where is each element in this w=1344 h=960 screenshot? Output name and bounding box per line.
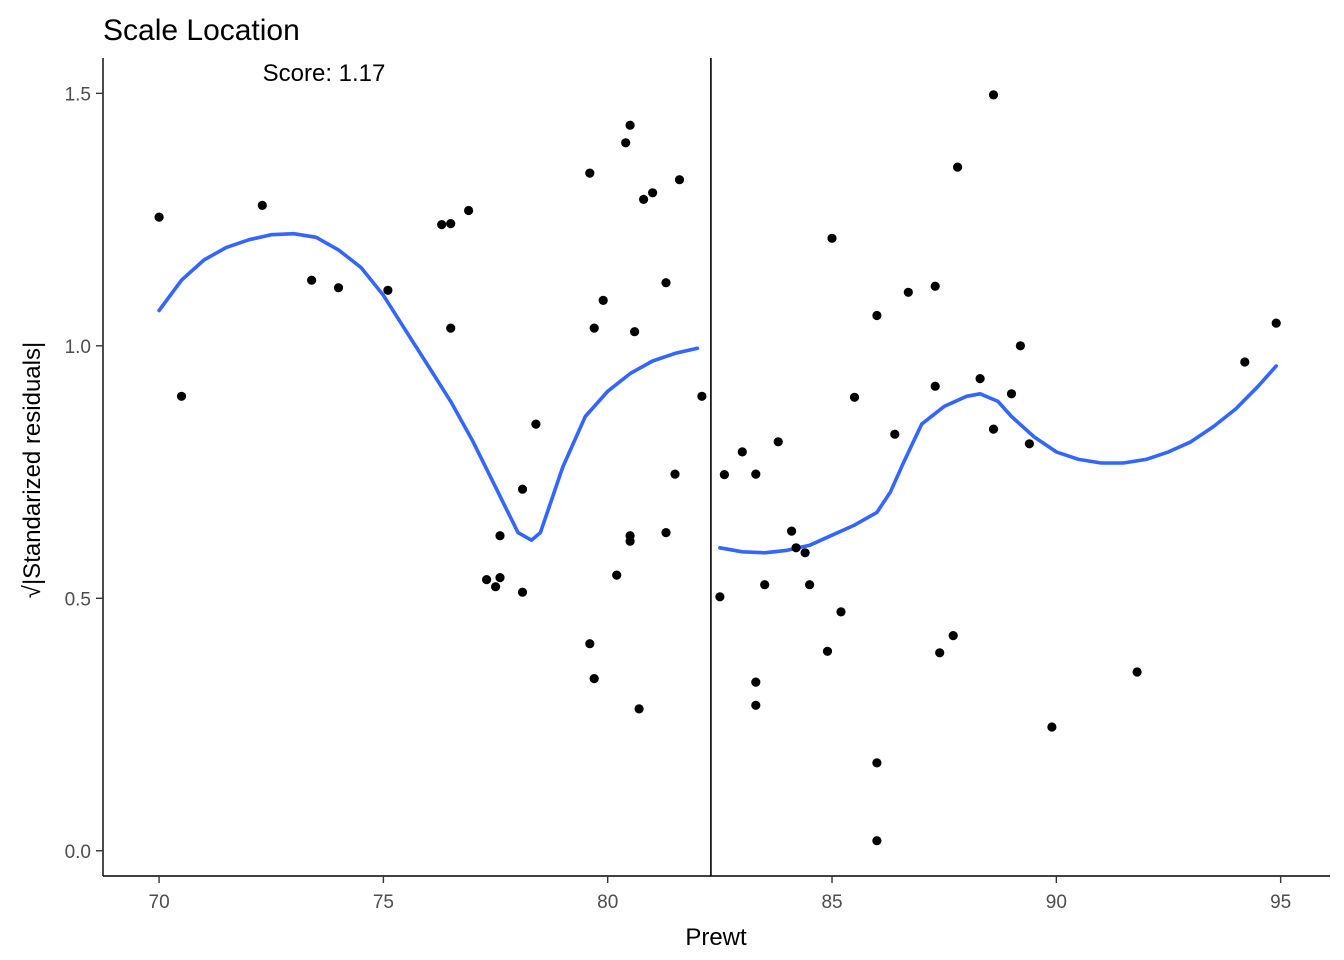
smooth-line-2 <box>718 364 1278 555</box>
y-axis-title: √|Standarized residuals| <box>19 342 46 598</box>
data-point <box>800 548 810 558</box>
x-tick-label: 85 <box>821 892 842 913</box>
plot-marks <box>154 58 1281 876</box>
data-point <box>661 278 671 288</box>
data-point <box>491 582 501 592</box>
x-tick-label: 75 <box>373 892 394 913</box>
data-point <box>872 758 882 768</box>
data-point <box>257 200 267 210</box>
data-point <box>495 531 505 541</box>
data-point <box>935 648 945 658</box>
data-point <box>585 639 595 649</box>
data-point <box>531 419 541 429</box>
data-point <box>585 168 595 178</box>
data-point <box>751 469 761 479</box>
y-tick-label: 0.5 <box>65 589 91 610</box>
data-point <box>872 836 882 846</box>
x-tick-label: 95 <box>1270 892 1291 913</box>
data-point <box>697 391 707 401</box>
data-point <box>639 194 649 204</box>
data-point <box>872 310 882 321</box>
data-point <box>661 528 671 538</box>
data-point <box>822 646 833 656</box>
data-point <box>791 543 801 553</box>
data-point <box>849 392 860 402</box>
data-point <box>674 175 685 185</box>
data-point <box>805 580 815 590</box>
data-point <box>621 138 631 148</box>
y-tick-label: 0.0 <box>65 842 91 863</box>
data-point <box>827 233 837 243</box>
y-tick-label: 1.5 <box>65 84 91 105</box>
data-point <box>648 188 658 198</box>
data-point <box>307 275 317 285</box>
data-point <box>517 587 528 597</box>
data-point <box>988 424 999 434</box>
data-point <box>612 570 622 580</box>
x-tick-label: 80 <box>597 892 618 913</box>
data-point <box>446 219 456 229</box>
data-point <box>760 580 770 590</box>
data-point <box>930 381 940 391</box>
data-point <box>715 592 725 602</box>
data-point <box>598 295 608 305</box>
data-point <box>988 90 999 100</box>
data-point <box>953 162 963 172</box>
data-point <box>1024 439 1034 449</box>
data-point <box>948 631 958 641</box>
data-point <box>737 447 747 457</box>
data-point <box>719 470 730 480</box>
data-point <box>751 677 761 687</box>
data-point <box>625 536 635 546</box>
data-point <box>464 205 474 216</box>
smooth-line-1 <box>157 231 700 542</box>
data-point <box>787 526 797 536</box>
data-point <box>890 429 900 439</box>
chart-title: Scale Location <box>103 14 300 47</box>
x-tick-label: 90 <box>1046 892 1067 913</box>
data-point <box>589 674 599 684</box>
data-point <box>517 484 528 494</box>
data-point <box>751 700 761 710</box>
data-point <box>773 437 783 447</box>
data-point <box>589 323 599 333</box>
data-point <box>930 281 940 291</box>
data-point <box>903 287 913 297</box>
data-point <box>1132 667 1142 677</box>
data-point <box>1271 318 1281 328</box>
x-axis-title: Prewt <box>685 924 747 951</box>
x-tick-label: 70 <box>149 892 170 913</box>
data-point <box>1015 341 1025 351</box>
data-point <box>495 573 505 583</box>
data-point <box>1240 357 1250 367</box>
data-point <box>176 391 187 401</box>
data-point <box>383 285 393 295</box>
data-point <box>630 327 640 337</box>
data-point <box>154 212 164 222</box>
data-point <box>1006 389 1017 399</box>
y-tick-label: 1.0 <box>65 337 91 358</box>
data-point <box>670 469 680 479</box>
y-axis-ticks: 0.0 0.5 1.0 1.5 <box>65 84 103 863</box>
data-point <box>446 323 456 333</box>
x-axis-ticks: 70 75 80 85 90 95 <box>149 876 1291 913</box>
data-point <box>975 374 985 384</box>
data-point <box>836 607 846 617</box>
data-point <box>1047 722 1057 732</box>
data-point <box>333 283 344 293</box>
data-point <box>625 120 635 130</box>
data-point <box>437 220 447 230</box>
data-point <box>634 704 644 714</box>
data-point <box>482 575 492 585</box>
score-annotation: Score: 1.17 <box>263 60 386 87</box>
